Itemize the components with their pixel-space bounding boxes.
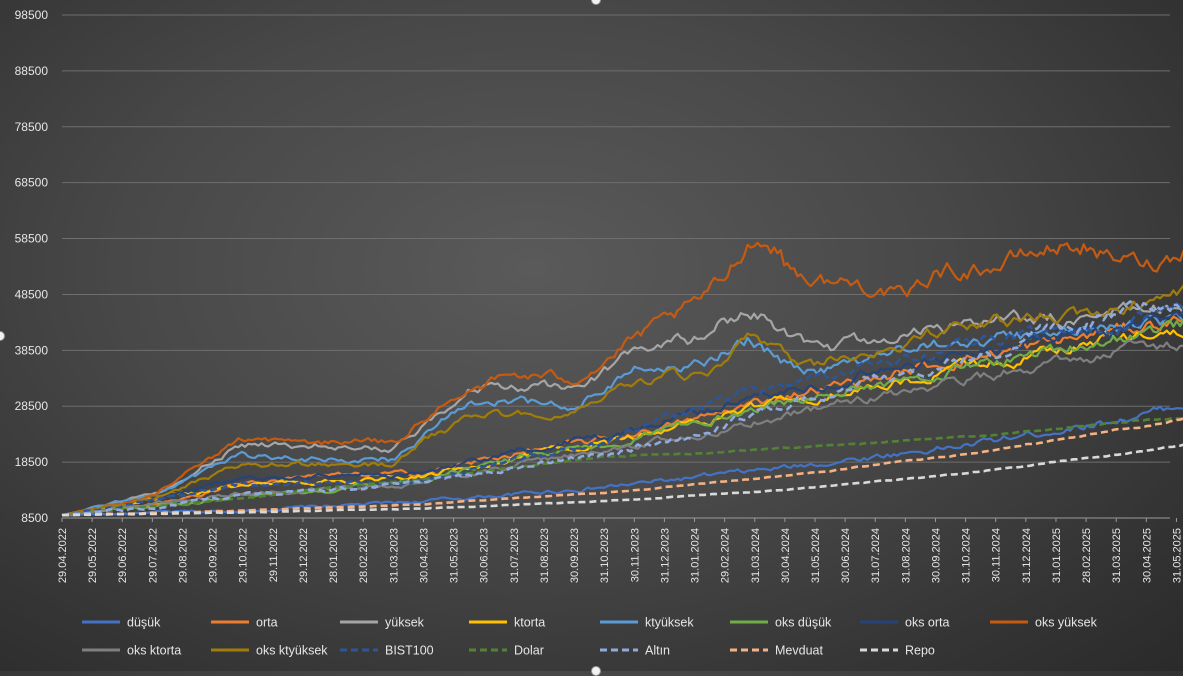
- x-tick-label: 28.02.2025: [1081, 528, 1093, 583]
- y-tick-label: 58500: [15, 232, 49, 246]
- legend-label: Mevduat: [775, 644, 823, 658]
- series-line-altın: [61, 300, 1183, 517]
- x-tick-label: 31.08.2023: [539, 528, 551, 583]
- x-tick-label: 31.01.2025: [1051, 528, 1063, 583]
- x-tick-label: 31.12.2024: [1021, 528, 1033, 583]
- x-tick-label: 31.03.2025: [1111, 528, 1123, 583]
- y-tick-label: 18500: [15, 455, 49, 469]
- series-line-repo: [61, 443, 1183, 517]
- legend-label: yüksek: [385, 616, 425, 630]
- x-tick-label: 30.04.2024: [780, 528, 792, 583]
- x-tick-label: 28.01.2023: [328, 528, 340, 583]
- legend-label: Altın: [645, 644, 670, 658]
- x-tick-label: 30.09.2023: [569, 528, 581, 583]
- series-line-oks-düşük: [61, 319, 1183, 517]
- x-tick-label: 31.07.2024: [870, 528, 882, 583]
- legend-label: Repo: [905, 644, 935, 658]
- grid-lines: [62, 14, 1170, 519]
- legend-label: oks ktyüksek: [256, 644, 328, 658]
- series-line-düşük: [61, 405, 1183, 517]
- legend-label: ktorta: [514, 616, 545, 630]
- x-tick-label: 31.10.2023: [599, 528, 611, 583]
- y-tick-label: 8500: [21, 511, 48, 525]
- x-tick-label: 31.05.2024: [810, 528, 822, 583]
- y-tick-label: 88500: [15, 64, 49, 78]
- x-tick-label: 29.09.2022: [208, 528, 220, 583]
- x-tick-label: 31.05.2023: [449, 528, 461, 583]
- x-tick-label: 31.12.2023: [659, 528, 671, 583]
- x-tick-label: 29.06.2022: [117, 528, 129, 583]
- legend-label: ktyüksek: [645, 616, 694, 630]
- x-tick-label: 31.07.2023: [509, 528, 521, 583]
- legend-label: düşük: [127, 616, 161, 630]
- x-tick-label: 30.04.2025: [1141, 528, 1153, 583]
- series-line-oks-orta: [61, 309, 1183, 517]
- y-tick-label: 38500: [15, 343, 49, 357]
- legend-label: oks ktorta: [127, 644, 181, 658]
- x-tick-label: 30.11.2024: [991, 528, 1003, 582]
- resize-handle-bottom[interactable]: [591, 666, 601, 676]
- x-tick-label: 29.05.2022: [87, 528, 99, 583]
- series-line-mevduat: [61, 417, 1183, 517]
- legend: düşük orta yüksek ktorta ktyüksek oks düşük ok…: [82, 616, 1098, 658]
- legend-label: oks orta: [905, 616, 950, 630]
- x-tick-label: 31.05.2025: [1171, 528, 1183, 583]
- x-tick-label: 29.04.2022: [57, 528, 69, 583]
- y-tick-label: 98500: [15, 8, 49, 22]
- x-tick-label: 29.07.2022: [147, 528, 159, 583]
- x-tick-label: 31.03.2024: [750, 528, 762, 583]
- x-tick-label: 28.02.2023: [358, 528, 370, 583]
- series-line-ktorta: [61, 329, 1183, 517]
- x-tick-label: 30.06.2023: [479, 528, 491, 583]
- legend-label: BIST100: [385, 644, 434, 658]
- legend-label: orta: [256, 616, 278, 630]
- series-line-bist100: [61, 302, 1183, 517]
- x-tick-label: 30.11.2023: [629, 528, 641, 582]
- y-tick-label: 48500: [15, 287, 49, 301]
- y-tick-label: 28500: [15, 399, 49, 413]
- series-line-ktyüksek: [61, 311, 1183, 517]
- series-line-dolar: [61, 416, 1183, 517]
- y-tick-label: 78500: [15, 120, 49, 134]
- legend-label: oks yüksek: [1035, 616, 1098, 630]
- y-tick-label: 68500: [15, 176, 49, 190]
- x-tick-label: 31.08.2024: [900, 528, 912, 583]
- x-tick-label: 31.10.2024: [961, 528, 973, 583]
- series-line-orta: [61, 315, 1183, 517]
- x-tick-label: 29.02.2024: [720, 528, 732, 583]
- x-tick-label: 29.08.2022: [177, 528, 189, 583]
- x-tick-label: 30.04.2023: [418, 528, 430, 583]
- x-tick-label: 30.06.2024: [840, 528, 852, 583]
- x-tick-label: 29.10.2022: [238, 528, 250, 583]
- legend-label: oks düşük: [775, 616, 832, 630]
- x-tick-label: 29.11.2022: [268, 528, 280, 582]
- x-tick-label: 31.01.2024: [690, 528, 702, 583]
- axes: 8500 18500 28500 38500 48500 58500 68500 78500 8…: [15, 8, 1183, 583]
- series-line-oks-yüksek: [61, 241, 1183, 517]
- series-lines: [61, 241, 1183, 517]
- x-tick-label: 30.09.2024: [930, 528, 942, 583]
- legend-label: Dolar: [514, 644, 544, 658]
- series-line-oks-ktyüksek: [61, 284, 1183, 517]
- series-line-yüksek: [61, 301, 1183, 517]
- x-tick-label: 29.12.2022: [298, 528, 310, 583]
- x-tick-label: 31.03.2023: [388, 528, 400, 583]
